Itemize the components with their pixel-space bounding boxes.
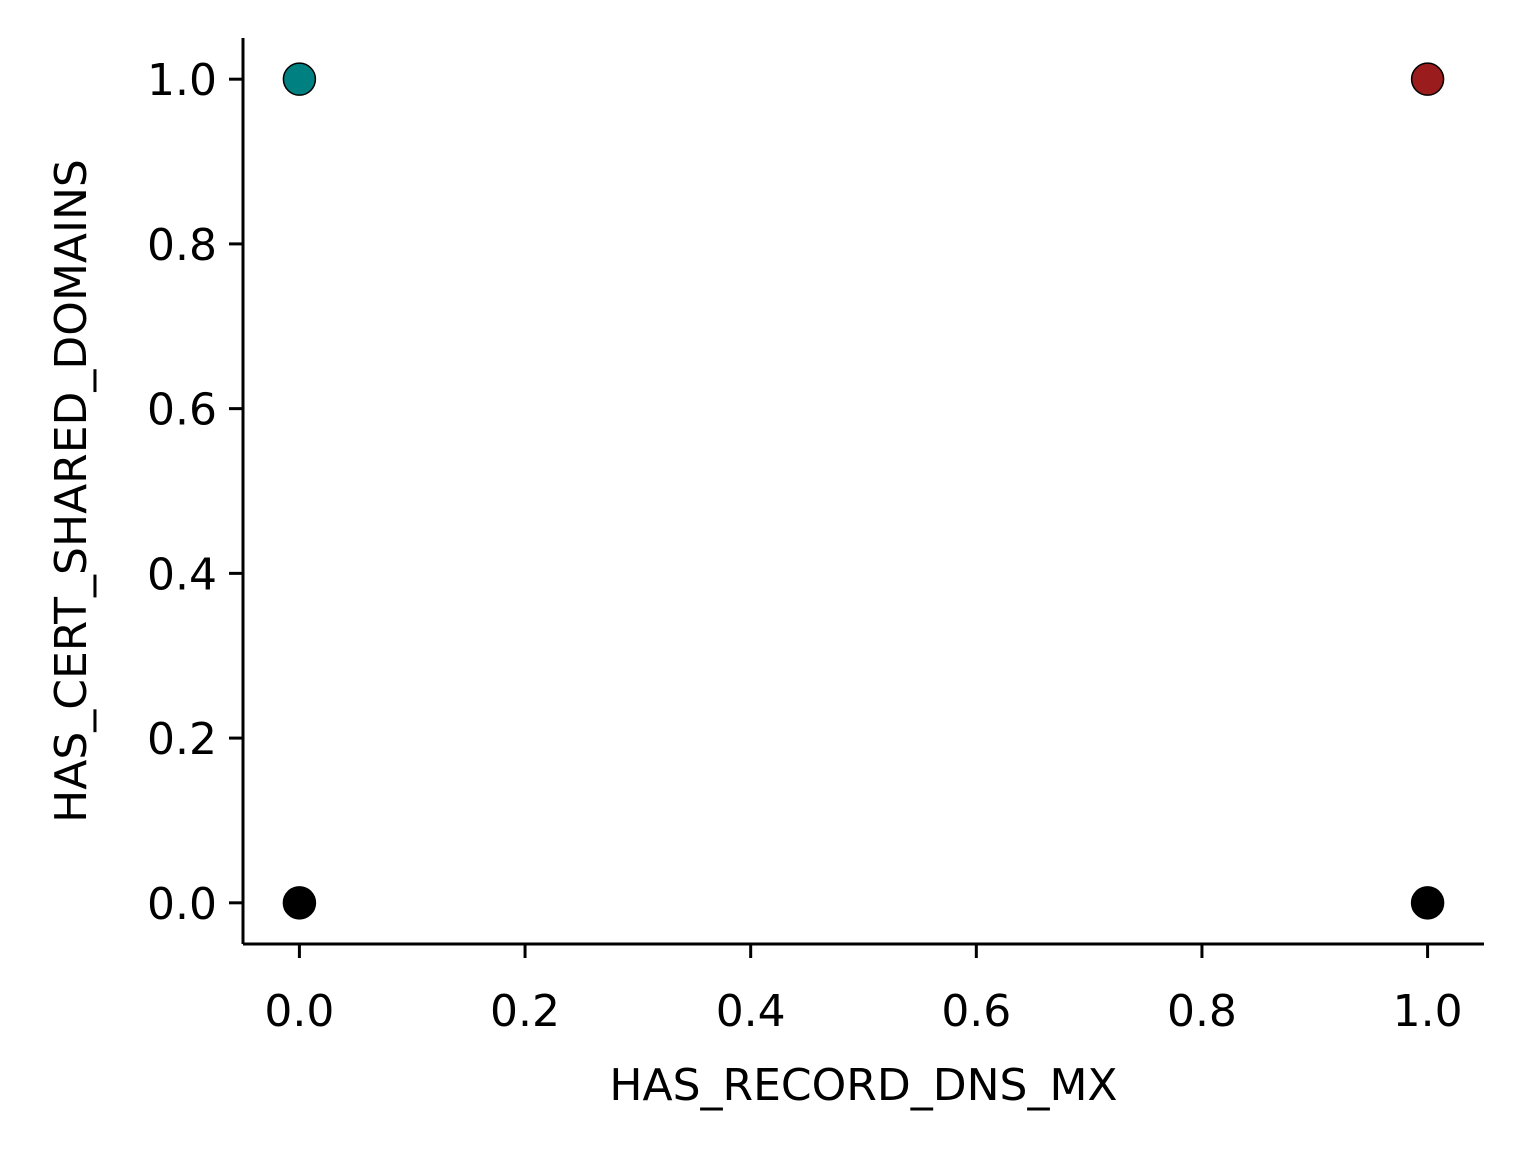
x-axis-label: HAS_RECORD_DNS_MX [609,1060,1117,1111]
y-tick-label: 0.2 [147,714,217,765]
data-point [282,62,317,96]
y-ticks: 0.0 0.2 0.4 0.6 0.8 1.0 [147,55,243,930]
x-tick-label: 0.4 [716,986,786,1037]
data-point [1410,62,1445,96]
y-axis-label: HAS_CERT_SHARED_DOMAINS [46,159,97,823]
data-point [282,886,317,920]
x-tick-label: 0.2 [490,986,560,1037]
axes-layer [241,38,1484,946]
y-tick-label: 1.0 [147,55,217,106]
x-tick-label: 0.6 [941,986,1011,1037]
x-tick-label: 0.0 [264,986,334,1037]
y-tick-label: 0.8 [147,220,217,271]
x-tick-label: 0.8 [1167,986,1237,1037]
x-tick-label: 1.0 [1393,986,1463,1037]
y-tick-label: 0.0 [147,879,217,930]
data-point [1410,886,1445,920]
x-ticks: 0.0 0.2 0.4 0.6 0.8 1.0 [264,944,1463,1037]
y-tick-label: 0.4 [147,549,217,600]
y-tick-label: 0.6 [147,385,217,436]
points-layer [282,62,1445,920]
